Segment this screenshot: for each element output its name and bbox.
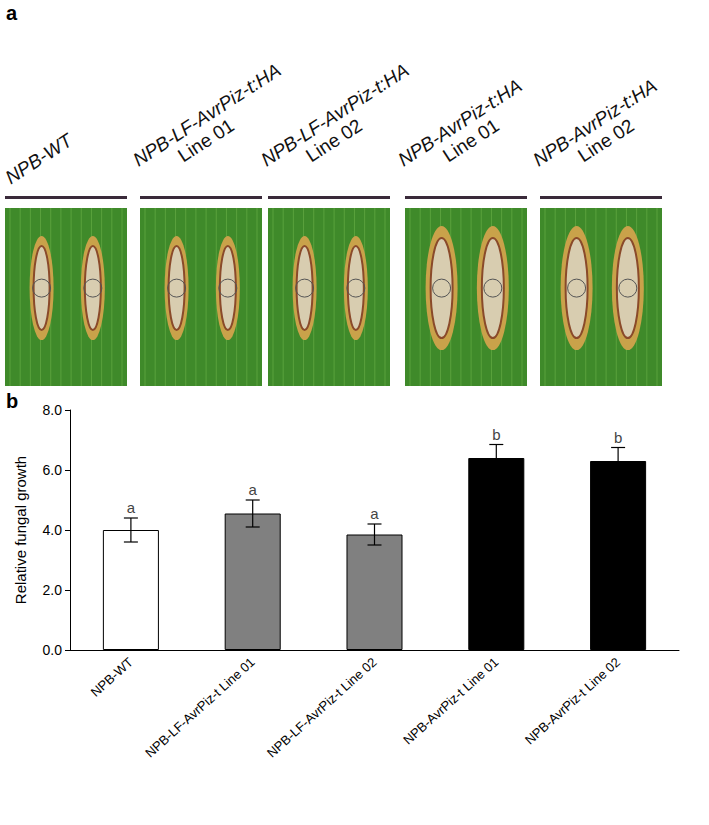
svg-text:a: a — [249, 481, 258, 498]
svg-text:2.0: 2.0 — [43, 582, 63, 598]
html-text:Line 02: Line 02 — [302, 114, 366, 167]
svg-text:NPB-WT: NPB-WT — [88, 654, 136, 699]
svg-text:NPB-LF-AvrPiz-t Line 01: NPB-LF-AvrPiz-t Line 01 — [142, 654, 258, 760]
svg-text:NPB-AvrPiz-t Line 01: NPB-AvrPiz-t Line 01 — [400, 654, 501, 747]
svg-text:8.0: 8.0 — [43, 402, 63, 418]
svg-text:a: a — [127, 499, 136, 516]
svg-text:0.0: 0.0 — [43, 642, 63, 658]
svg-text:6.0: 6.0 — [43, 462, 63, 478]
html-text:b: b — [6, 390, 19, 412]
html-text:NPB-LF-AvrPiz-t:HA: NPB-LF-AvrPiz-t:HA — [257, 59, 413, 171]
html-text:Line 02: Line 02 — [574, 114, 638, 167]
svg-text:4.0: 4.0 — [43, 522, 63, 538]
html-text:a: a — [6, 2, 18, 24]
html-text:NPB-WT: NPB-WT — [1, 129, 76, 188]
html-text:Line 01: Line 01 — [174, 114, 238, 167]
svg-text:NPB-LF-AvrPiz-t Line 02: NPB-LF-AvrPiz-t Line 02 — [264, 654, 380, 760]
html-text:NPB-AvrPiz-t:HA: NPB-AvrPiz-t:HA — [394, 74, 526, 171]
svg-text:Relative fungal growth: Relative fungal growth — [12, 456, 29, 604]
svg-text:NPB-AvrPiz-t Line 02: NPB-AvrPiz-t Line 02 — [522, 654, 623, 747]
svg-text:a: a — [370, 505, 379, 522]
html-text:NPB-LF-AvrPiz-t:HA: NPB-LF-AvrPiz-t:HA — [129, 59, 285, 171]
html-text:NPB-AvrPiz-t:HA: NPB-AvrPiz-t:HA — [529, 74, 661, 171]
html-text:Line 01: Line 01 — [439, 114, 503, 167]
svg-text:b: b — [492, 426, 500, 443]
svg-text:b: b — [614, 429, 622, 446]
